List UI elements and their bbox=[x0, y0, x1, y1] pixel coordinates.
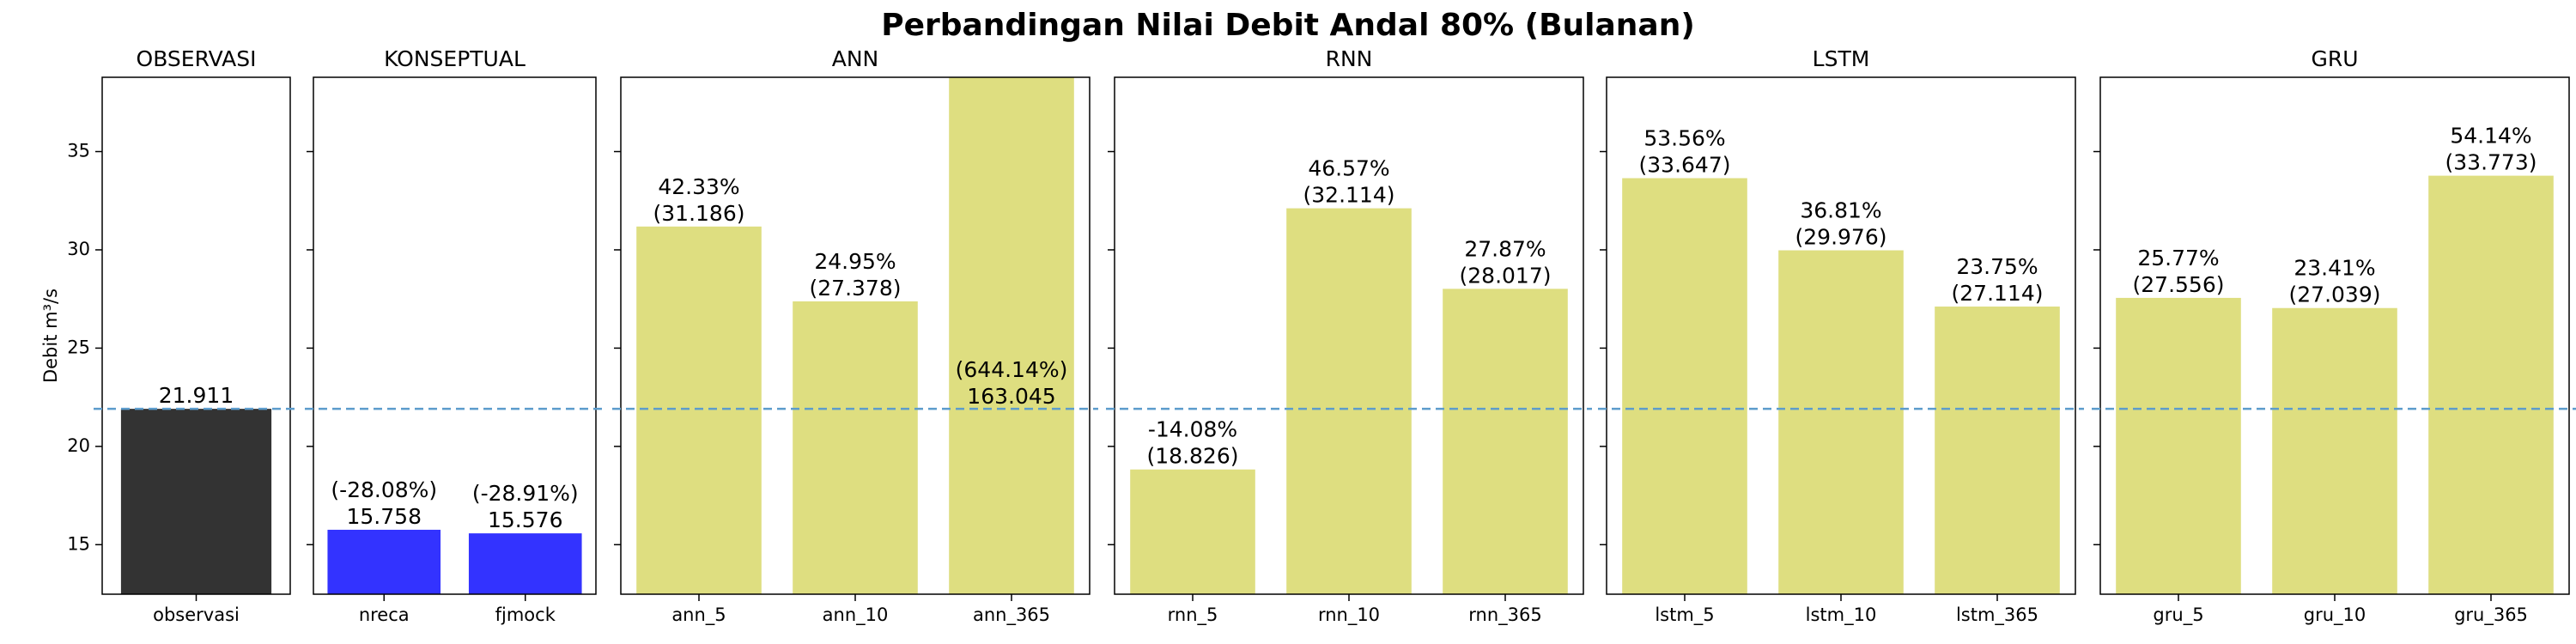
panel-title: RNN bbox=[1326, 46, 1373, 71]
value-label: 163.045 bbox=[967, 384, 1055, 409]
value-label: (28.017) bbox=[1460, 263, 1552, 288]
x-tick-label: ann_5 bbox=[671, 605, 726, 626]
value-label: 36.81% bbox=[1800, 198, 1881, 223]
panel: ANN ann_5 42.33%(31.186) ann_10 24.95%(27.37… bbox=[614, 46, 1091, 626]
value-label: 46.57% bbox=[1308, 156, 1389, 181]
x-tick-label: lstm_5 bbox=[1655, 605, 1714, 626]
axes-frame bbox=[620, 76, 1091, 595]
x-tick-label: lstm_365 bbox=[1956, 605, 2038, 626]
bar bbox=[1443, 289, 1568, 594]
x-tick-label: fjmock bbox=[495, 605, 556, 625]
x-tick-label: gru_365 bbox=[2454, 605, 2528, 626]
x-tick-label: ann_365 bbox=[973, 605, 1050, 626]
x-tick-label: gru_10 bbox=[2304, 605, 2366, 626]
value-label: (-28.91%) bbox=[472, 481, 579, 506]
axes-frame bbox=[313, 76, 597, 595]
value-label: (33.773) bbox=[2445, 150, 2537, 175]
panel-title: GRU bbox=[2311, 46, 2358, 71]
bar bbox=[2428, 175, 2554, 594]
panel: GRU gru_5 25.77%(27.556) gru_10 23.41%(27.03… bbox=[2093, 46, 2570, 626]
y-axis-label: Debit m³/s bbox=[40, 289, 61, 383]
plot-area bbox=[120, 409, 272, 594]
x-tick-label: rnn_365 bbox=[1468, 605, 1541, 626]
value-label: 54.14% bbox=[2450, 124, 2531, 149]
value-label: (644.14%) bbox=[956, 357, 1068, 382]
value-label: (27.039) bbox=[2289, 283, 2381, 307]
plot-area bbox=[636, 77, 1074, 594]
bar bbox=[2272, 307, 2397, 594]
panel: LSTM lstm_5 53.56%(33.647) lstm_10 36.81%(29… bbox=[1600, 46, 2076, 626]
y-tick-label: 30 bbox=[67, 239, 90, 259]
bar bbox=[793, 301, 918, 594]
panel: KONSEPTUAL nreca (-28.08%)15.758 fjmock (-28… bbox=[307, 46, 597, 625]
y-tick-label: 20 bbox=[67, 435, 90, 456]
value-label: (33.647) bbox=[1639, 152, 1731, 177]
value-label: (18.826) bbox=[1147, 444, 1239, 469]
x-tick-label: gru_5 bbox=[2153, 605, 2203, 626]
y-tick-label: 15 bbox=[67, 533, 90, 554]
x-tick-label: rnn_10 bbox=[1318, 605, 1380, 626]
value-label: 23.75% bbox=[1956, 254, 2038, 279]
bar bbox=[636, 226, 762, 594]
panel: RNN rnn_5 -14.08%(18.826) rnn_10 46.57%(32.1… bbox=[1108, 46, 1584, 626]
bar bbox=[1622, 178, 1747, 594]
axes-frame bbox=[1114, 76, 1584, 595]
panel-title: KONSEPTUAL bbox=[384, 46, 526, 71]
value-label: (-28.08%) bbox=[331, 477, 437, 502]
bar bbox=[1286, 208, 1412, 594]
value-label: (27.114) bbox=[1952, 281, 2044, 306]
value-label: 53.56% bbox=[1643, 125, 1725, 150]
panel-title: OBSERVASI bbox=[137, 46, 257, 71]
axes-frame bbox=[2099, 76, 2570, 595]
value-label: 25.77% bbox=[2137, 246, 2219, 270]
axes-frame bbox=[1606, 76, 2076, 595]
plot-area bbox=[327, 529, 582, 594]
x-tick-label: observasi bbox=[153, 605, 240, 625]
value-label: (27.556) bbox=[2133, 272, 2225, 297]
bar bbox=[2116, 297, 2241, 594]
bar bbox=[1778, 250, 1904, 594]
figure-title: Perbandingan Nilai Debit Andal 80% (Bula… bbox=[881, 8, 1695, 43]
value-label: 23.41% bbox=[2293, 256, 2375, 281]
value-label: 21.911 bbox=[159, 383, 234, 408]
axes-frame bbox=[101, 76, 291, 595]
x-tick-label: ann_10 bbox=[823, 605, 889, 626]
value-label: 27.87% bbox=[1464, 236, 1546, 261]
bar bbox=[327, 529, 441, 594]
bar bbox=[120, 409, 272, 594]
value-label: 15.758 bbox=[347, 504, 422, 529]
panel: OBSERVASI Debit m³/s 15 20 25 30 35 observasi 21… bbox=[40, 46, 291, 625]
value-label: -14.08% bbox=[1148, 417, 1237, 442]
panel-title: ANN bbox=[832, 46, 879, 71]
value-label: (29.976) bbox=[1795, 225, 1887, 250]
value-label: 42.33% bbox=[658, 174, 739, 199]
panel-title: LSTM bbox=[1813, 46, 1870, 71]
x-tick-label: nreca bbox=[359, 605, 410, 625]
bar bbox=[949, 77, 1074, 594]
bar bbox=[1935, 307, 2060, 594]
x-tick-label: rnn_5 bbox=[1168, 605, 1218, 626]
bar bbox=[468, 533, 582, 594]
y-tick-label: 35 bbox=[67, 141, 90, 161]
bar bbox=[1130, 469, 1255, 594]
value-label: (31.186) bbox=[653, 201, 745, 226]
value-label: 15.576 bbox=[488, 507, 562, 532]
plot-area bbox=[2116, 175, 2554, 594]
plot-area bbox=[1130, 208, 1568, 594]
value-label: 24.95% bbox=[814, 249, 896, 274]
plot-area bbox=[1622, 178, 2060, 594]
y-tick-label: 25 bbox=[67, 337, 90, 357]
x-tick-label: lstm_10 bbox=[1806, 605, 1877, 626]
value-label: (27.378) bbox=[810, 276, 902, 301]
value-label: (32.114) bbox=[1303, 183, 1395, 208]
